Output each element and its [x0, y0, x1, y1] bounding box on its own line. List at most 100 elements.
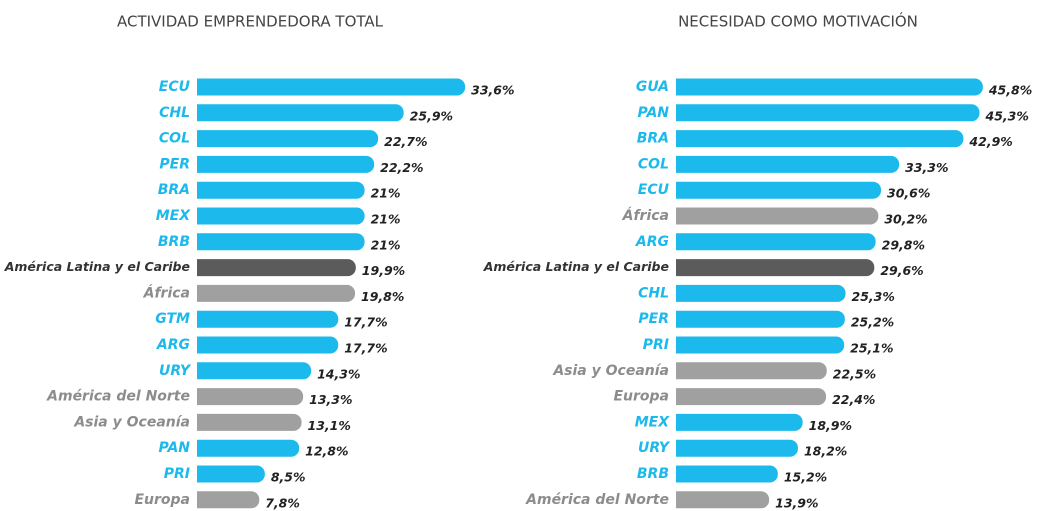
value-label: 14,3%: [317, 366, 360, 381]
value-label: 22,5%: [833, 366, 876, 381]
value-label: 15,2%: [784, 470, 827, 485]
bar: [676, 336, 845, 354]
category-label: CHL: [638, 285, 669, 301]
bar: [676, 207, 879, 225]
value-label: 25,9%: [410, 108, 453, 123]
bar: [197, 362, 312, 380]
bar: [197, 104, 404, 122]
category-label: COL: [638, 156, 669, 172]
bar: [676, 310, 845, 328]
value-label: 21%: [371, 212, 401, 227]
bar: [197, 310, 339, 328]
value-label: 12,8%: [305, 444, 348, 459]
bar: [197, 388, 304, 406]
value-label: 33,3%: [905, 160, 948, 175]
value-label: 8,5%: [271, 470, 306, 485]
category-label: ARG: [635, 234, 669, 250]
value-label: 17,7%: [344, 341, 387, 356]
category-label: URY: [638, 440, 671, 456]
bar: [197, 336, 339, 354]
bar: [676, 104, 980, 122]
category-label: GTM: [155, 311, 190, 327]
category-label: CHL: [159, 105, 190, 121]
category-label: PER: [638, 311, 669, 327]
value-label: 18,2%: [804, 444, 847, 459]
value-label: 33,6%: [471, 83, 514, 98]
bar: [676, 284, 846, 302]
category-label: PAN: [158, 440, 190, 456]
chart-title: ACTIVIDAD EMPRENDEDORA TOTAL: [117, 13, 384, 31]
bar: [197, 155, 375, 173]
value-label: 25,2%: [851, 315, 894, 330]
value-label: 18,9%: [809, 418, 852, 433]
bar: [197, 465, 265, 483]
value-label: 19,9%: [362, 263, 405, 278]
category-label: BRA: [637, 131, 669, 147]
bar: [197, 233, 365, 251]
value-label: 22,2%: [380, 160, 423, 175]
category-label: MEX: [635, 414, 670, 430]
category-label: ARG: [156, 337, 190, 353]
bar: [676, 362, 827, 380]
bar: [676, 233, 876, 251]
value-label: 30,2%: [884, 212, 927, 227]
category-label: PRI: [643, 337, 669, 353]
value-label: 21%: [371, 237, 401, 252]
value-label: 22,7%: [384, 134, 427, 149]
value-label: 29,6%: [880, 263, 923, 278]
value-label: 19,8%: [361, 289, 404, 304]
category-label: América Latina y el Caribe: [483, 259, 669, 274]
category-label: BRA: [158, 182, 190, 198]
value-label: 13,3%: [309, 392, 352, 407]
bar: [197, 78, 466, 96]
value-label: 13,9%: [775, 495, 818, 510]
value-label: 45,3%: [985, 108, 1029, 123]
bar: [197, 439, 300, 457]
value-label: 7,8%: [265, 495, 300, 510]
category-label: América del Norte: [525, 492, 669, 508]
category-label: Asia y Oceanía: [73, 414, 190, 430]
value-label: 21%: [371, 186, 401, 201]
chart-title: NECESIDAD COMO MOTIVACIÓN: [678, 12, 918, 31]
bar: [676, 491, 770, 509]
bar: [676, 439, 798, 457]
category-label: COL: [159, 131, 190, 147]
value-label: 17,7%: [344, 315, 387, 330]
value-label: 13,1%: [308, 418, 351, 433]
bar: [676, 78, 983, 96]
category-label: América Latina y el Caribe: [4, 259, 190, 274]
bar: [676, 181, 882, 199]
bar: [197, 413, 302, 431]
bar: [676, 155, 900, 173]
category-label: Asia y Oceanía: [552, 363, 669, 379]
category-label: BRB: [637, 466, 669, 482]
category-label: PRI: [164, 466, 190, 482]
bar: [197, 181, 365, 199]
category-label: ECU: [638, 182, 670, 198]
value-label: 25,3%: [852, 289, 895, 304]
value-label: 25,1%: [850, 341, 893, 356]
category-label: Europa: [134, 492, 190, 508]
category-label: África: [622, 207, 669, 224]
value-label: 29,8%: [882, 237, 925, 252]
value-label: 42,9%: [968, 134, 1012, 149]
bar: [676, 130, 964, 148]
category-label: África: [143, 284, 190, 301]
bar: [676, 388, 827, 406]
bar: [197, 259, 356, 277]
category-label: MEX: [156, 208, 191, 224]
category-label: BRB: [158, 234, 190, 250]
bar: [676, 259, 875, 277]
category-label: ECU: [159, 79, 191, 95]
category-label: PAN: [637, 105, 669, 121]
value-label: 22,4%: [832, 392, 875, 407]
bar: [676, 465, 778, 483]
category-label: PER: [159, 156, 190, 172]
value-label: 45,8%: [988, 83, 1032, 98]
category-label: Europa: [613, 389, 669, 405]
bar: [197, 130, 379, 148]
category-label: GUA: [636, 79, 669, 95]
category-label: América del Norte: [46, 389, 190, 405]
bar: [676, 413, 803, 431]
